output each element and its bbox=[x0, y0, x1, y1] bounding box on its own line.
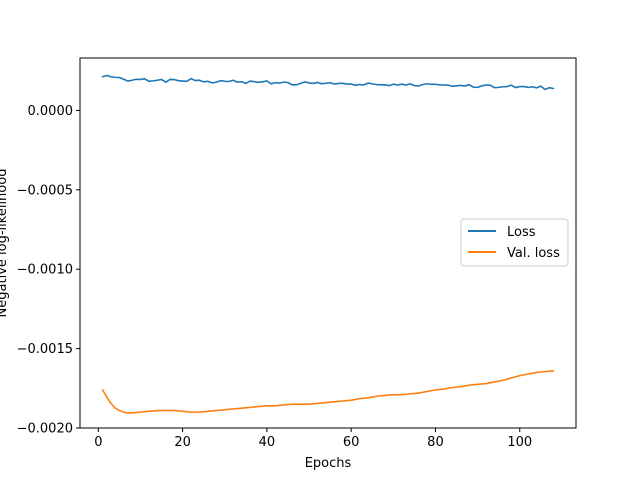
legend-label-val-loss: Val. loss bbox=[507, 246, 560, 261]
series-line-loss bbox=[101, 74, 555, 91]
x-tick-label: 0 bbox=[94, 435, 102, 450]
y-tick-label: −0.0010 bbox=[17, 263, 73, 278]
x-tick-label: 40 bbox=[259, 435, 276, 450]
y-tick-label: −0.0015 bbox=[17, 342, 73, 357]
y-tick-label: −0.0005 bbox=[17, 183, 73, 198]
legend-label-loss: Loss bbox=[507, 225, 536, 240]
series-lines bbox=[101, 74, 555, 414]
legend: Loss Val. loss bbox=[460, 218, 569, 267]
x-tick-label: 100 bbox=[507, 435, 532, 450]
y-tick-label: −0.0020 bbox=[17, 422, 73, 437]
y-tick-label: 0.0000 bbox=[28, 104, 74, 119]
x-axis-ticks: 0 20 40 60 80 100 bbox=[94, 428, 532, 450]
series-line-val-loss bbox=[101, 370, 555, 414]
axes-frame bbox=[79, 57, 577, 429]
x-tick-label: 60 bbox=[343, 435, 360, 450]
x-tick-label: 80 bbox=[427, 435, 444, 450]
y-axis-label: Negative log-likelihood bbox=[0, 169, 10, 318]
x-tick-label: 20 bbox=[174, 435, 191, 450]
x-axis-label: Epochs bbox=[305, 456, 352, 471]
y-axis-ticks: 0.0000 −0.0005 −0.0010 −0.0015 −0.0020 bbox=[17, 104, 80, 437]
